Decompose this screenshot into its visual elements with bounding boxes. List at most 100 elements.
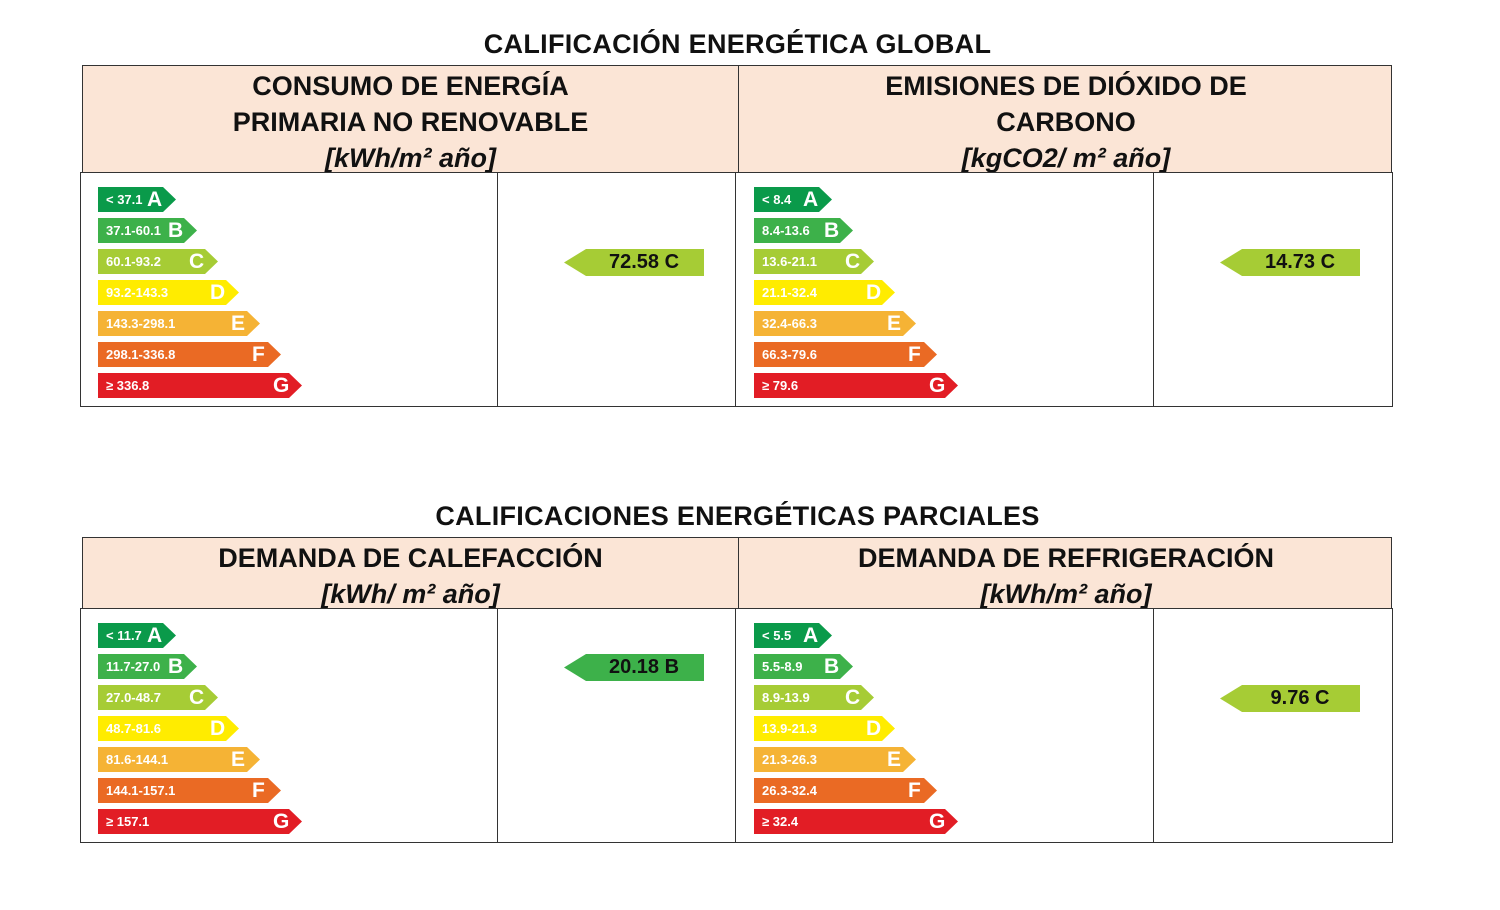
partial-body-row: < 11.7 A 11.7-27.0 B 27.0-48.7 C 48.7-81.6 D 81.…	[80, 608, 1393, 843]
energy-bar-range: ≥ 79.6	[762, 378, 799, 393]
energy-bar-range: ≥ 157.1	[106, 814, 150, 829]
global-header-row: CONSUMO DE ENERGÍA PRIMARIA NO RENOVABLE…	[82, 65, 1392, 174]
energy-bar-letter: D	[210, 717, 226, 740]
rating-arrow-shape	[1220, 685, 1360, 712]
energy-bar-c: 13.6-21.1 C	[754, 249, 874, 274]
energy-bar-letter: C	[189, 686, 205, 709]
energy-bar-range: 32.4-66.3	[762, 316, 817, 331]
energy-bar-a: < 11.7 A	[98, 623, 176, 648]
energy-bar-range: 60.1-93.2	[106, 254, 161, 269]
primary-energy-header: CONSUMO DE ENERGÍA PRIMARIA NO RENOVABLE…	[83, 66, 738, 173]
heating-demand-title: DEMANDA DE CALEFACCIÓN	[218, 543, 603, 573]
co2-emissions-title-line2: CARBONO	[996, 107, 1136, 137]
rating-arrow-shape	[1220, 249, 1360, 276]
energy-bar-range: 48.7-81.6	[106, 721, 161, 736]
energy-bar-e: 21.3-26.3 E	[754, 747, 916, 772]
co2-emissions-header: EMISIONES DE DIÓXIDO DE CARBONO [kgCO2/ …	[738, 66, 1393, 173]
energy-bar-range: 37.1-60.1	[106, 223, 161, 238]
global-body-row: < 37.1 A 37.1-60.1 B 60.1-93.2 C 93.2-143.3 D 14…	[80, 172, 1393, 407]
partial-section-title: CALIFICACIONES ENERGÉTICAS PARCIALES	[435, 501, 1040, 531]
energy-bar-g: ≥ 32.4 G	[754, 809, 958, 834]
energy-bar-letter: F	[252, 779, 265, 802]
energy-bar-letter: F	[908, 779, 921, 802]
energy-bar-range: 143.3-298.1	[106, 316, 176, 331]
energy-bar-f: 26.3-32.4 F	[754, 778, 937, 803]
energy-bar-g: ≥ 79.6 G	[754, 373, 958, 398]
energy-bar-letter: A	[803, 624, 819, 647]
energy-bar-range: 66.3-79.6	[762, 347, 817, 362]
energy-bar-letter: C	[845, 686, 861, 709]
energy-bar-range: 144.1-157.1	[106, 783, 176, 798]
energy-bar-letter: A	[147, 624, 163, 647]
energy-bar-c: 8.9-13.9 C	[754, 685, 874, 710]
rating-arrow-shape	[564, 654, 704, 681]
heating-demand-unit: [kWh/ m² año]	[321, 579, 500, 609]
energy-bar-range: < 5.5	[762, 628, 792, 643]
energy-bar-letter: B	[168, 655, 184, 678]
partial-header-row: DEMANDA DE CALEFACCIÓN [kWh/ m² año] DEM…	[82, 537, 1392, 610]
energy-bar-letter: D	[866, 281, 882, 304]
co2-emissions-rating-arrow: 14.73 C	[1220, 249, 1360, 276]
energy-bar-letter: C	[845, 250, 861, 273]
energy-bar-d: 48.7-81.6 D	[98, 716, 239, 741]
energy-bar-range: 21.3-26.3	[762, 752, 817, 767]
energy-bar-e: 32.4-66.3 E	[754, 311, 916, 336]
co2-emissions-title-line1: EMISIONES DE DIÓXIDO DE	[885, 71, 1247, 101]
energy-bar-letter: B	[168, 219, 184, 242]
energy-bar-range: 27.0-48.7	[106, 690, 161, 705]
cooling-demand-rating-label: 9.76 C	[1270, 687, 1330, 709]
energy-bar-letter: E	[231, 748, 246, 771]
primary-energy-title-line1: CONSUMO DE ENERGÍA	[252, 71, 569, 101]
cooling-demand-unit: [kWh/m² año]	[980, 579, 1152, 609]
cooling-demand-title: DEMANDA DE REFRIGERACIÓN	[857, 543, 1274, 573]
energy-bar-range: 13.9-21.3	[762, 721, 817, 736]
energy-bar-letter: G	[273, 374, 290, 397]
energy-bar-b: 8.4-13.6 B	[754, 218, 853, 243]
energy-bar-f: 144.1-157.1 F	[98, 778, 281, 803]
energy-bar-c: 60.1-93.2 C	[98, 249, 218, 274]
energy-bar-range: 13.6-21.1	[762, 254, 817, 269]
energy-bar-letter: G	[929, 810, 946, 833]
primary-energy-unit: [kWh/m² año]	[325, 143, 496, 173]
energy-bar-range: 26.3-32.4	[762, 783, 817, 798]
energy-bar-b: 5.5-8.9 B	[754, 654, 853, 679]
energy-bar-b: 11.7-27.0 B	[98, 654, 197, 679]
energy-bar-range: 8.4-13.6	[762, 223, 810, 238]
energy-bar-letter: B	[824, 219, 840, 242]
energy-bar-g: ≥ 336.8 G	[98, 373, 302, 398]
energy-bar-b: 37.1-60.1 B	[98, 218, 197, 243]
energy-bar-range: < 8.4	[762, 192, 792, 207]
cooling-demand-rating-arrow: 9.76 C	[1220, 685, 1360, 712]
energy-bar-range: < 37.1	[106, 192, 143, 207]
primary-energy-title-line2: PRIMARIA NO RENOVABLE	[232, 107, 589, 137]
energy-bar-range: 8.9-13.9	[762, 690, 810, 705]
co2-emissions-rating-label: 14.73 C	[1264, 251, 1336, 273]
energy-bar-letter: C	[189, 250, 205, 273]
energy-bar-c: 27.0-48.7 C	[98, 685, 218, 710]
energy-bar-f: 298.1-336.8 F	[98, 342, 281, 367]
energy-bar-g: ≥ 157.1 G	[98, 809, 302, 834]
energy-bar-letter: D	[210, 281, 226, 304]
energy-bar-letter: A	[803, 188, 819, 211]
energy-bar-letter: F	[908, 343, 921, 366]
energy-bar-d: 93.2-143.3 D	[98, 280, 239, 305]
energy-bar-letter: E	[887, 312, 902, 335]
energy-bar-a: < 8.4 A	[754, 187, 832, 212]
energy-bar-range: < 11.7	[106, 628, 142, 643]
energy-bar-letter: G	[929, 374, 946, 397]
energy-bar-letter: E	[231, 312, 246, 335]
energy-bar-letter: D	[866, 717, 882, 740]
cooling-demand-header: DEMANDA DE REFRIGERACIÓN [kWh/m² año]	[738, 538, 1393, 609]
energy-bar-range: 81.6-144.1	[106, 752, 169, 767]
co2-emissions-unit: [kgCO2/ m² año]	[961, 143, 1171, 173]
energy-bar-a: < 5.5 A	[754, 623, 832, 648]
energy-bar-d: 13.9-21.3 D	[754, 716, 895, 741]
energy-bar-letter: G	[273, 810, 290, 833]
primary-energy-rating-arrow: 72.58 C	[564, 249, 704, 276]
energy-bar-range: 11.7-27.0	[106, 659, 161, 674]
energy-bar-range: 93.2-143.3	[106, 285, 169, 300]
primary-energy-rating-label: 72.58 C	[608, 251, 680, 273]
energy-bar-range: 21.1-32.4	[762, 285, 817, 300]
energy-bar-letter: B	[824, 655, 840, 678]
heating-demand-rating-arrow: 20.18 B	[564, 654, 704, 681]
